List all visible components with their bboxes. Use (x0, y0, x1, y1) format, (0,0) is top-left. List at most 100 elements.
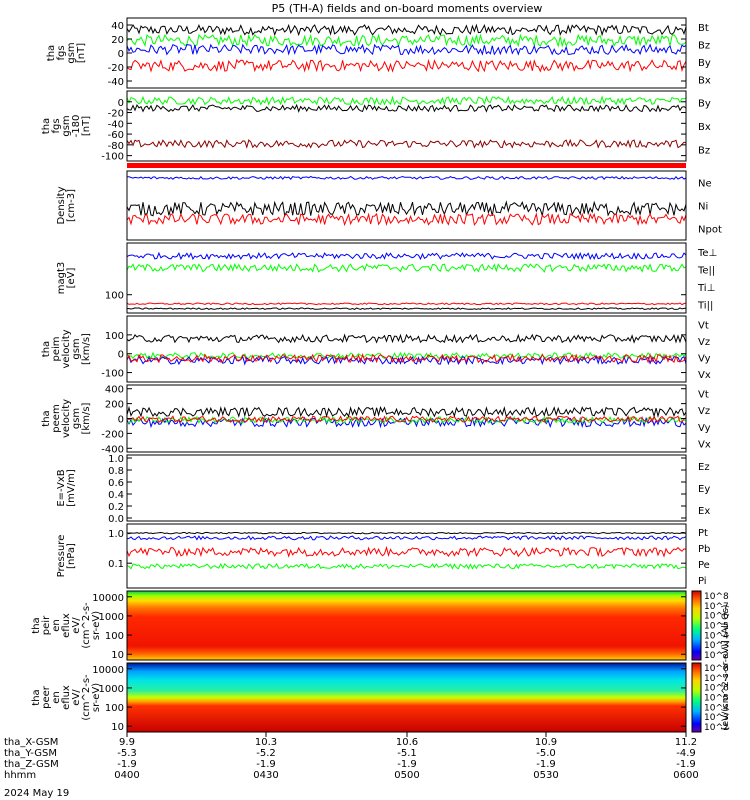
axis-row-value: 10.9 (535, 737, 557, 748)
y-axis-label: gsm (66, 42, 77, 63)
colorbar-tick-label: 10^5 (704, 694, 729, 704)
date-label: 2024 May 19 (4, 788, 69, 799)
legend-vt: Vt (698, 389, 709, 400)
legend-vy: Vy (698, 353, 711, 364)
legend-vx: Vx (698, 370, 711, 381)
panel-frame (126, 90, 687, 162)
y-tick-label: 1.0 (108, 529, 124, 540)
y-axis-label: tha (31, 617, 42, 633)
series-vx-line (126, 415, 687, 429)
series-bz-line (126, 58, 687, 73)
series-pi-line (126, 535, 687, 541)
y-tick-label: -60 (108, 130, 124, 141)
colorbar-tick-label: 10^2 (704, 723, 729, 733)
axis-row-value: -1.9 (536, 759, 556, 770)
axis-row-value: -5.3 (117, 748, 137, 759)
y-tick-label: 0.2 (108, 502, 124, 513)
series-ti-line (126, 251, 687, 261)
series-vz-line (126, 352, 687, 364)
y-axis-label: peer (41, 685, 52, 709)
y-tick-label: 10000 (92, 665, 124, 676)
y-tick-label: 1000 (99, 684, 124, 695)
y-axis-label: E=-VxB (56, 469, 67, 506)
colorbar-tick-label: 10^4 (704, 703, 729, 713)
y-tick-label: 0.1 (108, 559, 124, 570)
y-axis-label: peim (51, 336, 62, 361)
y-tick-label: 0 (118, 350, 124, 361)
legend-ni: Ni (698, 202, 708, 213)
bottom-axis: tha_X-GSM 9.9 10.3 10.6 10.9 11.2 tha_Y-GSM -5.… (4, 732, 699, 799)
chart-title: P5 (TH-A) fields and on-board moments ov… (272, 2, 543, 15)
axis-row-value: -5.0 (536, 748, 556, 759)
panel-8: 1.0 0.1 Pressure [nPa] Pt Pb Pe Pi (56, 523, 710, 589)
y-tick-label: 0 (118, 98, 124, 109)
legend-vy: Vy (698, 423, 711, 434)
separator-bar (127, 163, 686, 168)
axis-row-value: -1.9 (117, 759, 137, 770)
series-ne-line (126, 212, 687, 227)
panel-1: 40 20 0 -20 -40 tha fgs gsm [nT] Bt Bz By Bx (46, 17, 711, 89)
series-by-line (126, 95, 687, 106)
legend-by: By (698, 58, 711, 69)
panel-frame (126, 523, 687, 589)
y-tick-label: 0.0 (108, 514, 124, 525)
legend-ti: Ti⊥ (697, 283, 715, 294)
axis-row-value: -1.9 (256, 759, 276, 770)
legend-ne: Ne (698, 179, 712, 190)
y-axis-label: eflux (61, 685, 72, 710)
axis-row-value: 0430 (253, 770, 278, 781)
legend-pi: Pi (698, 576, 707, 587)
y-axis-label: eflux (61, 613, 72, 638)
legend-ex: Ex (698, 506, 710, 517)
legend-te: Te⊥ (697, 248, 717, 259)
y-axis-label: Density (56, 186, 67, 224)
y-axis-label: fgs (51, 118, 62, 133)
legend-vz: Vz (698, 406, 710, 417)
series-vz-line (126, 415, 687, 424)
colorbar-tick-label: 10^3 (704, 641, 729, 651)
y-axis-label: (cm^2-s- (81, 674, 92, 721)
y-tick-label: 40 (111, 21, 124, 32)
legend-by: By (698, 99, 711, 110)
legend-vt: Vt (698, 320, 709, 331)
y-tick-label: -100 (101, 369, 124, 380)
legend-pb: Pb (698, 544, 710, 555)
series-te-line (126, 302, 687, 306)
series-npot-line (127, 175, 687, 180)
series-bx-line (126, 43, 687, 56)
series-bx-line (126, 103, 687, 113)
y-axis-label: tha (46, 45, 57, 61)
legend-ey: Ey (698, 484, 710, 495)
panel-frame (126, 315, 687, 383)
panel-frame (126, 242, 687, 314)
y-axis-label: [nT] (81, 116, 92, 136)
panel-frame (126, 17, 687, 89)
y-tick-label: -200 (101, 429, 124, 440)
axis-row-value: 10.3 (255, 737, 277, 748)
colorbar-tick-label: 10^6 (704, 684, 729, 694)
legend-ez: Ez (698, 462, 710, 473)
panel-4: 100 magt3 [eV] Te⊥ Te|| Ti⊥ Ti|| (56, 242, 717, 314)
axis-row-label: tha_Y-GSM (4, 748, 57, 759)
legend-bx: Bx (698, 75, 711, 86)
panel-5: 100 0 -100 tha peim velocity gsm [km/s] Vt Vz Vy Vx (41, 315, 711, 383)
axis-row-value: 0500 (394, 770, 419, 781)
y-axis-label: magt3 (56, 262, 67, 295)
y-tick-label: 200 (105, 400, 124, 411)
axis-row-value: 0600 (673, 770, 698, 781)
y-tick-label: -40 (108, 119, 124, 130)
axis-row-value: 9.9 (119, 737, 135, 748)
y-tick-label: -100 (101, 152, 124, 163)
y-axis-label: sr-eV) (91, 683, 102, 712)
y-axis-label: tha (41, 118, 52, 134)
legend-bx: Bx (698, 122, 711, 133)
y-axis-label: en (51, 691, 62, 704)
y-axis-label: [km/s] (81, 333, 92, 365)
y-tick-label: -400 (101, 444, 124, 455)
legend-ti: Ti|| (697, 300, 713, 311)
y-axis-label: en (51, 619, 62, 632)
series-bz-line (126, 138, 687, 149)
axis-row-value: -1.9 (676, 759, 696, 770)
y-tick-label: 0.8 (108, 466, 124, 477)
